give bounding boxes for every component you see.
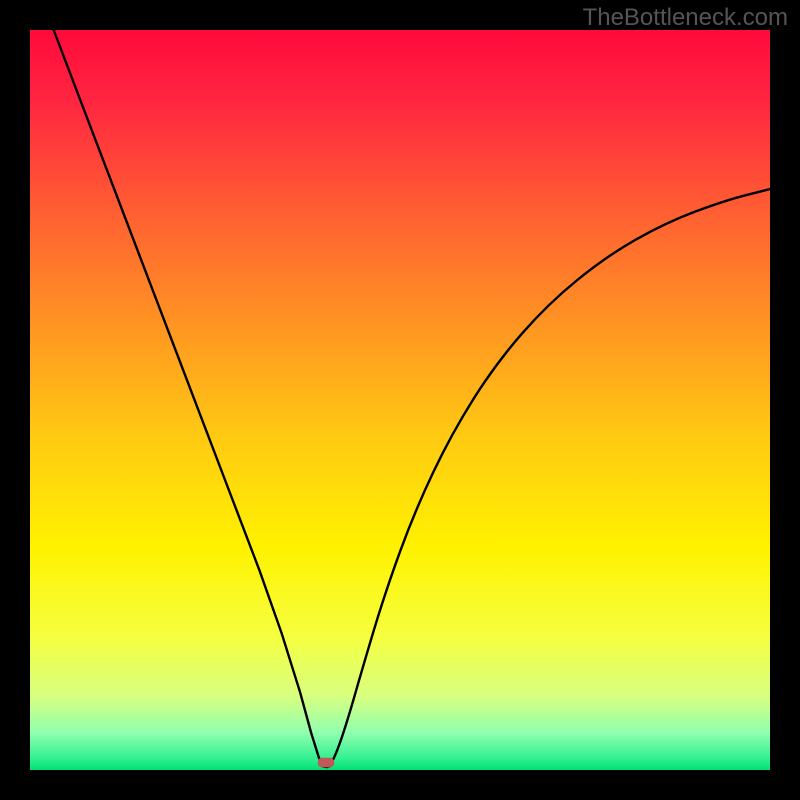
vertex-marker: [318, 758, 334, 768]
plot-area: [30, 30, 770, 770]
chart-container: TheBottleneck.com: [0, 0, 800, 800]
watermark-text: TheBottleneck.com: [583, 4, 788, 32]
bottleneck-chart: [0, 0, 800, 800]
